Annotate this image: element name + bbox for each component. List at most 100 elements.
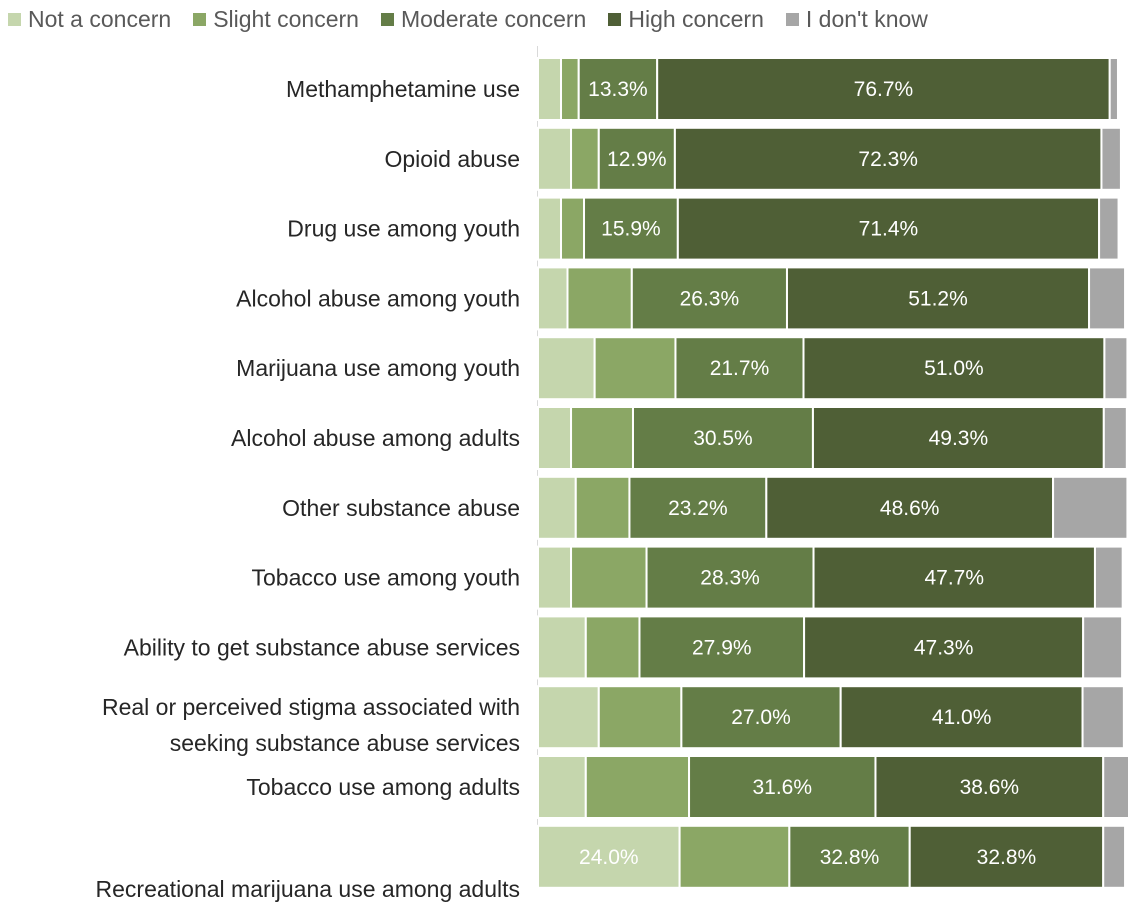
category-label: Alcohol abuse among adults — [231, 425, 520, 451]
legend-swatch — [608, 12, 622, 26]
legend-item: I don't know — [785, 6, 928, 33]
data-label: 24.0% — [579, 846, 639, 869]
data-label: 23.2% — [668, 497, 728, 520]
legend-item: Not a concern — [8, 6, 171, 33]
bar-segment — [680, 685, 842, 750]
legend-label: High concern — [628, 5, 764, 32]
data-label: 26.3% — [680, 287, 740, 310]
legend-item: High concern — [608, 6, 764, 33]
chart-legend: Not a concern Slight concern Moderate conc… — [8, 4, 950, 34]
bar-segment — [803, 615, 1085, 680]
category-label-line: Alcohol abuse among youth — [236, 285, 520, 311]
legend-item: Slight concern — [193, 6, 359, 33]
data-label: 13.3% — [588, 78, 648, 101]
bar-segment — [1102, 406, 1128, 470]
bar-segment — [908, 824, 1105, 889]
bar-segment — [785, 266, 1091, 331]
bar-segment — [802, 336, 1106, 401]
data-label: 49.3% — [929, 427, 989, 450]
bar-segment — [1100, 126, 1122, 191]
data-label: 38.6% — [960, 776, 1020, 799]
category-label: Drug use among youth — [287, 216, 520, 242]
data-label: 72.3% — [858, 148, 918, 171]
bar-segment — [1088, 266, 1127, 331]
bar-segment — [570, 126, 600, 191]
data-label: 71.4% — [859, 218, 919, 241]
bar-segment — [1093, 545, 1124, 610]
data-label: 12.9% — [607, 148, 667, 171]
bar-segment — [674, 336, 805, 401]
bar-segment — [839, 685, 1084, 750]
bar-segment — [656, 57, 1111, 121]
bar-segment — [583, 196, 679, 261]
category-label-line: Alcohol abuse among adults — [231, 425, 520, 451]
bar-segment — [584, 755, 691, 819]
bar-segment — [560, 57, 580, 121]
bar-segment — [537, 126, 573, 191]
legend-label: Not a concern — [28, 5, 172, 32]
category-label-line: Real or perceived stigma associated with — [102, 694, 520, 720]
bar-segment — [577, 57, 659, 121]
bar-segment — [537, 615, 587, 680]
data-label: 76.7% — [854, 78, 914, 101]
data-label: 47.7% — [924, 567, 984, 590]
bar-segment — [645, 545, 815, 610]
bar-segment — [566, 266, 633, 331]
category-label: Tobacco use among youth — [251, 565, 520, 591]
category-label-line: Marijuana use among youth — [236, 355, 520, 381]
data-label: 48.6% — [880, 497, 940, 520]
data-label: 51.2% — [908, 287, 968, 310]
bar-segment — [537, 545, 573, 610]
category-label: Ability to get substance abuse services — [124, 634, 520, 660]
bar-segment — [1052, 475, 1128, 540]
legend-label: Slight concern — [213, 5, 359, 32]
bar-segment — [570, 406, 634, 470]
category-label-line: Recreational marijuana use among adults — [96, 876, 520, 902]
bar-segment — [631, 406, 814, 470]
category-label: Recreational marijuana use among adults — [96, 876, 520, 902]
bar-segment — [874, 755, 1105, 819]
bar-segment — [1108, 57, 1119, 121]
bar-segment — [537, 266, 569, 331]
bar-segment — [537, 57, 563, 121]
legend-item: Moderate concern — [380, 5, 587, 33]
bar-segment — [678, 824, 791, 889]
category-label: Opioid abuse — [384, 146, 520, 172]
data-label: 32.8% — [820, 846, 880, 869]
data-label: 27.0% — [731, 706, 791, 729]
data-label: 31.6% — [752, 776, 812, 799]
legend-swatch — [8, 12, 21, 26]
category-label-line: Methamphetamine use — [286, 76, 520, 102]
category-label: Alcohol abuse among youth — [236, 285, 520, 311]
category-label-line: Drug use among youth — [287, 216, 520, 242]
category-label: Methamphetamine use — [286, 76, 520, 102]
category-label-line: Ability to get substance abuse services — [124, 634, 520, 660]
legend-label: Moderate concern — [400, 5, 587, 32]
data-label: 51.0% — [924, 357, 984, 380]
bar-segment — [570, 545, 648, 610]
category-label: Other substance abuse — [282, 495, 520, 521]
bar-segment — [628, 475, 768, 540]
bar-segment — [630, 266, 788, 331]
category-label: Tobacco use among adults — [246, 774, 520, 800]
bar-segment — [1102, 755, 1128, 819]
data-label: 21.7% — [710, 357, 770, 380]
data-label: 27.9% — [692, 636, 752, 659]
bar-segment — [1081, 685, 1125, 750]
data-label: 30.5% — [693, 427, 753, 450]
category-label: Real or perceived stigma associated with… — [102, 694, 520, 756]
legend-swatch — [380, 12, 394, 26]
bar-segment — [688, 755, 877, 819]
data-label: 15.9% — [601, 218, 661, 241]
data-label: 41.0% — [932, 706, 992, 729]
bar-segment — [788, 824, 911, 889]
bar-segment — [1098, 196, 1120, 261]
bar-segment — [560, 196, 586, 261]
category-label-line: Tobacco use among youth — [251, 565, 520, 591]
data-label: 28.3% — [700, 567, 760, 590]
data-label: 47.3% — [914, 636, 974, 659]
bar-segment — [1102, 824, 1127, 889]
category-label: Marijuana use among youth — [236, 355, 520, 381]
bar-segment — [537, 755, 587, 819]
